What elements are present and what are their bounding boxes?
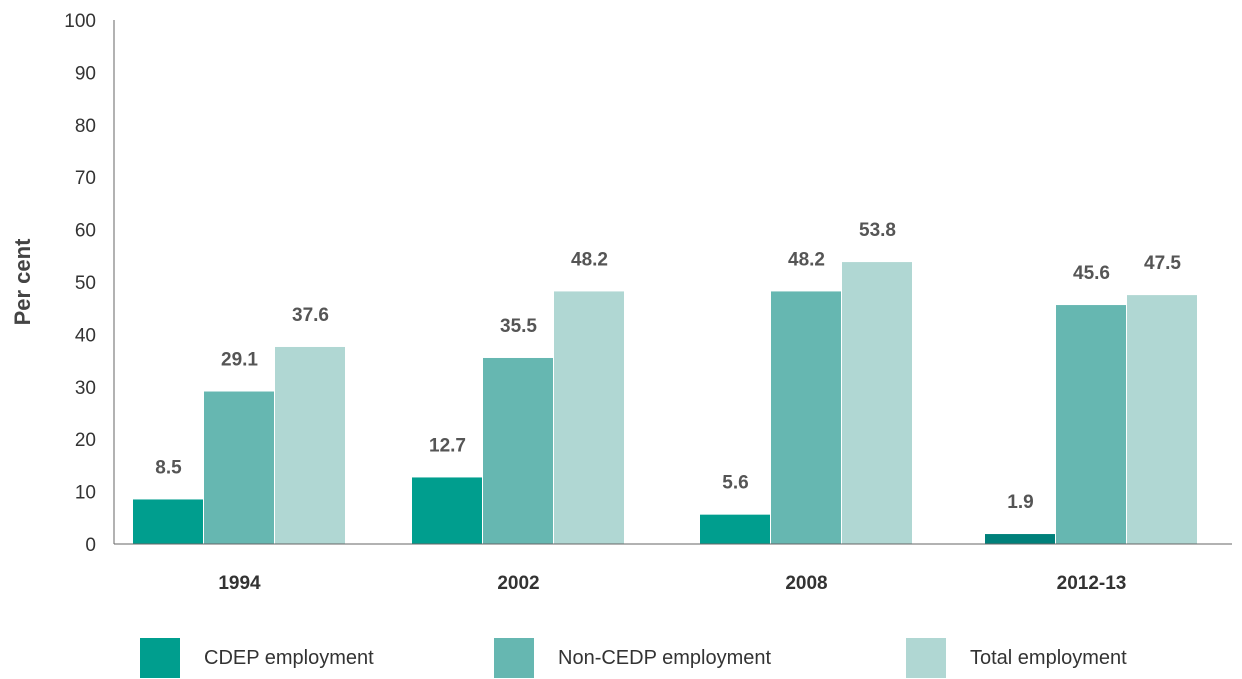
y-tick-label: 80: [75, 116, 96, 137]
y-tick-label: 50: [75, 273, 96, 294]
y-tick-label: 30: [75, 378, 96, 399]
bar-cdep-1994: [133, 499, 203, 544]
data-label-total-1994: 37.6: [292, 305, 329, 326]
legend-label-non-cedp: Non-CEDP employment: [558, 647, 771, 670]
bar-non-cedp-2002: [483, 358, 553, 544]
legend-item-cdep: CDEP employment: [140, 638, 374, 678]
data-label-non-cedp-2008: 48.2: [788, 249, 825, 270]
data-label-non-cedp-1994: 29.1: [221, 350, 258, 371]
legend-item-total: Total employment: [906, 638, 1127, 678]
bar-total-2008: [842, 262, 912, 544]
data-label-non-cedp-2002: 35.5: [500, 316, 537, 337]
data-label-total-2002: 48.2: [571, 249, 608, 270]
legend-label-cdep: CDEP employment: [204, 647, 374, 670]
legend: CDEP employment Non-CEDP employment Tota…: [0, 638, 1242, 678]
data-label-total-2012-13: 47.5: [1144, 253, 1181, 274]
y-tick-label: 20: [75, 430, 96, 451]
bar-non-cedp-2012-13: [1056, 305, 1126, 544]
bar-total-2012-13: [1127, 295, 1197, 544]
y-axis-label: Per cent: [10, 238, 35, 325]
x-category-label: 1994: [218, 573, 261, 594]
y-tick-label: 100: [64, 11, 96, 32]
y-tick-label: 0: [85, 535, 96, 556]
bar-total-2002: [554, 291, 624, 544]
x-category-label: 2002: [497, 573, 539, 594]
x-category-label: 2008: [785, 573, 827, 594]
y-tick-label: 60: [75, 221, 96, 242]
bar-total-1994: [275, 347, 345, 544]
y-tick-label: 10: [75, 483, 96, 504]
legend-swatch-non-cedp: [494, 638, 534, 678]
data-label-cdep-2002: 12.7: [429, 435, 466, 456]
data-label-non-cedp-2012-13: 45.6: [1073, 263, 1110, 284]
data-label-total-2008: 53.8: [859, 220, 896, 241]
y-tick-label: 70: [75, 168, 96, 189]
x-category-label: 2012-13: [1057, 573, 1127, 594]
data-label-cdep-2008: 5.6: [722, 473, 748, 494]
y-tick-label: 90: [75, 63, 96, 84]
legend-label-total: Total employment: [970, 647, 1127, 670]
legend-item-non-cedp: Non-CEDP employment: [494, 638, 771, 678]
legend-swatch-total: [906, 638, 946, 678]
bar-non-cedp-2008: [771, 291, 841, 544]
bar-cdep-2012-13: [985, 534, 1055, 544]
y-tick-label: 40: [75, 325, 96, 346]
data-label-cdep-1994: 8.5: [155, 457, 182, 478]
bar-cdep-2008: [700, 515, 770, 544]
bar-cdep-2002: [412, 477, 482, 544]
bar-non-cedp-1994: [204, 392, 274, 544]
data-label-cdep-2012-13: 1.9: [1007, 492, 1033, 513]
legend-swatch-cdep: [140, 638, 180, 678]
